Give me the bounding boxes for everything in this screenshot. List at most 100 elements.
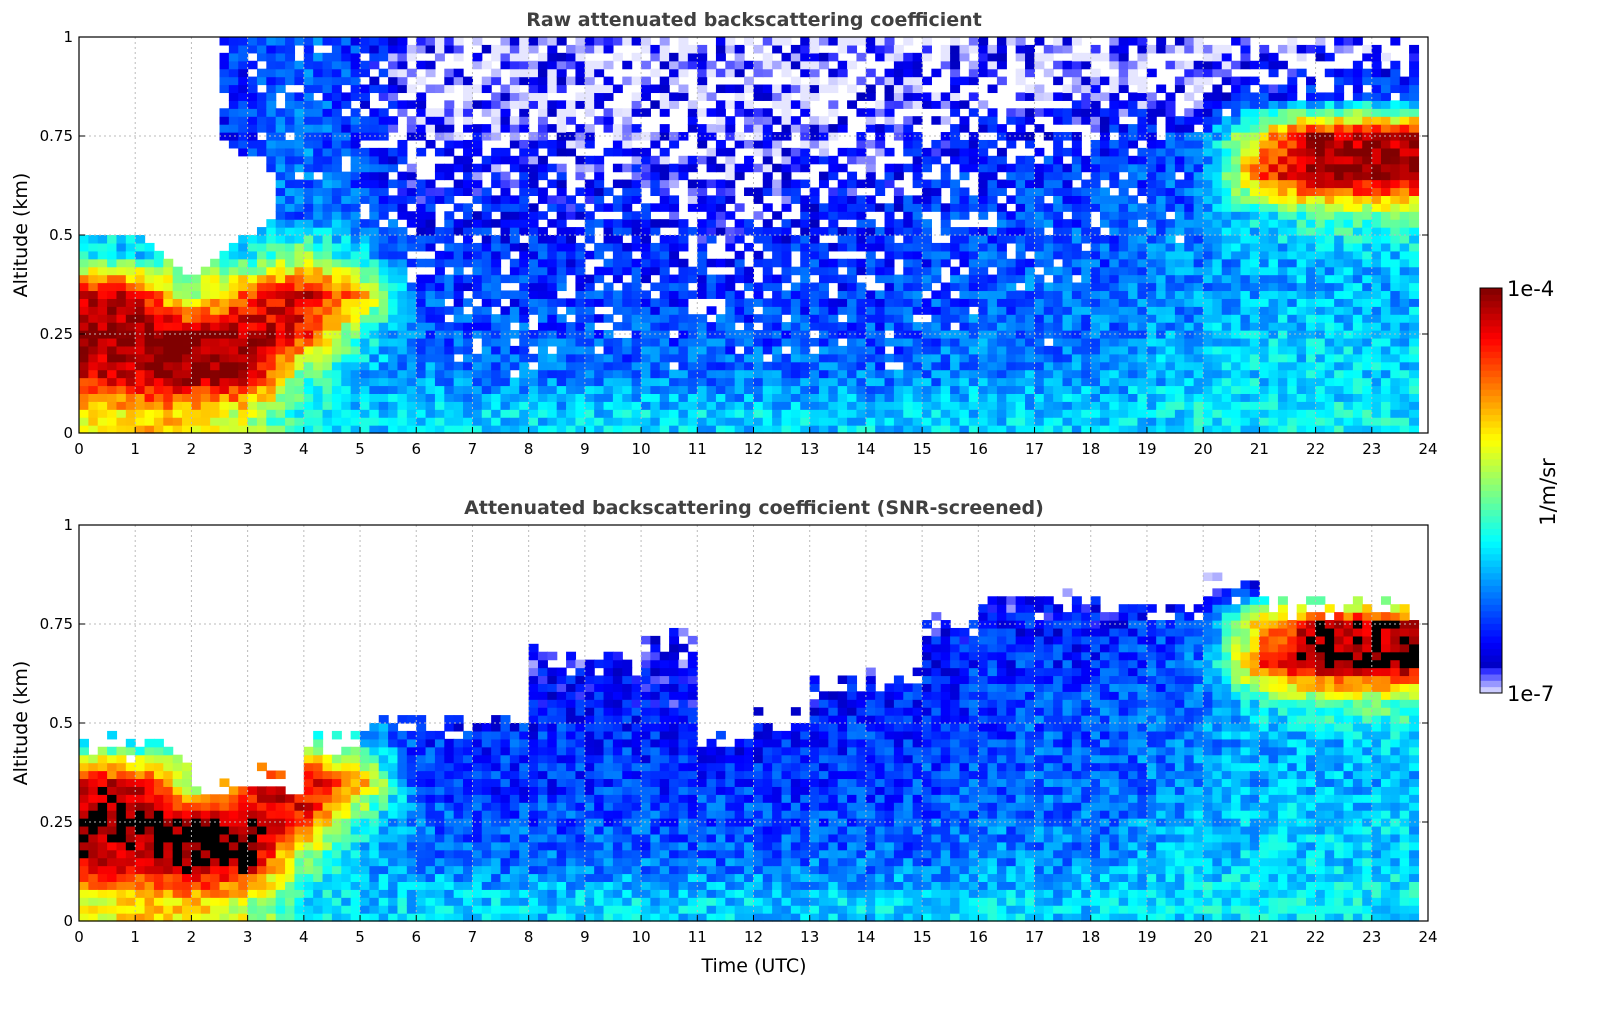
heatmap-cell xyxy=(1165,108,1176,117)
heatmap-cell xyxy=(659,37,670,46)
heatmap-cell xyxy=(369,52,380,62)
heatmap-cell xyxy=(285,274,296,284)
heatmap-cell xyxy=(463,84,474,94)
heatmap-cell xyxy=(228,108,239,117)
heatmap-cell xyxy=(1221,179,1232,189)
heatmap-cell xyxy=(360,250,370,260)
heatmap-cell xyxy=(537,369,548,379)
heatmap-cell xyxy=(940,227,951,236)
heatmap-cell xyxy=(1203,258,1213,268)
heatmap-cell xyxy=(556,203,567,212)
heatmap-cell xyxy=(331,171,342,181)
heatmap-cell xyxy=(1240,345,1251,355)
heatmap-cell xyxy=(463,330,474,339)
heatmap-cell xyxy=(1156,353,1167,363)
heatmap-cell xyxy=(875,306,886,315)
heatmap-cell xyxy=(79,306,89,315)
heatmap-cell xyxy=(809,52,820,62)
heatmap-cell xyxy=(228,44,239,54)
heatmap-cell xyxy=(762,147,773,157)
heatmap-cell xyxy=(781,100,792,109)
heatmap-cell xyxy=(772,179,783,189)
heatmap-cell xyxy=(481,227,492,236)
heatmap-cell xyxy=(556,139,567,149)
heatmap-cell xyxy=(978,298,989,307)
heatmap-cell xyxy=(1099,425,1110,434)
heatmap-cell xyxy=(706,409,717,418)
heatmap-cell xyxy=(1109,163,1120,173)
heatmap-cell xyxy=(500,353,511,363)
heatmap-cell xyxy=(341,361,352,371)
heatmap-cell xyxy=(1221,314,1232,323)
heatmap-cell xyxy=(903,345,914,355)
heatmap-cell xyxy=(650,337,661,347)
heatmap-cell xyxy=(350,353,361,363)
heatmap-cell xyxy=(940,298,951,307)
heatmap-cell xyxy=(1259,298,1270,307)
heatmap-cell xyxy=(378,84,389,94)
heatmap-cell xyxy=(940,44,951,54)
heatmap-cell xyxy=(1043,377,1054,387)
heatmap-cell xyxy=(1128,337,1139,347)
heatmap-cell xyxy=(772,298,783,307)
heatmap-cell xyxy=(996,147,1007,157)
heatmap-cell xyxy=(406,282,417,292)
heatmap-cell xyxy=(800,306,811,315)
heatmap-cell xyxy=(491,385,502,394)
heatmap-cell xyxy=(491,322,502,331)
heatmap-cell xyxy=(294,314,305,323)
heatmap-cell xyxy=(238,385,249,394)
heatmap-cell xyxy=(650,361,661,371)
heatmap-cell xyxy=(912,195,923,204)
heatmap-cell xyxy=(996,203,1007,212)
heatmap-cell xyxy=(1146,337,1157,347)
heatmap-cell xyxy=(809,369,820,379)
heatmap-cell xyxy=(547,330,558,339)
heatmap-cell xyxy=(987,187,998,196)
heatmap-cell xyxy=(725,179,736,189)
heatmap-cell xyxy=(313,290,324,299)
heatmap-cell xyxy=(444,235,455,244)
heatmap-cell xyxy=(360,219,370,228)
heatmap-cell xyxy=(1212,417,1223,426)
heatmap-cell xyxy=(275,211,286,220)
heatmap-cell xyxy=(256,337,267,347)
heatmap-cell xyxy=(856,108,867,117)
heatmap-cell xyxy=(425,282,436,292)
heatmap-cell xyxy=(266,314,277,323)
heatmap-cell xyxy=(519,116,530,125)
heatmap-cell xyxy=(1071,361,1082,371)
heatmap-cell xyxy=(1212,282,1223,292)
heatmap-cell xyxy=(79,274,89,284)
heatmap-cell xyxy=(706,92,717,101)
heatmap-cell xyxy=(865,361,876,371)
heatmap-cell xyxy=(1062,337,1073,347)
heatmap-cell xyxy=(631,282,642,292)
heatmap-cell xyxy=(1184,116,1195,125)
heatmap-cell xyxy=(509,92,520,101)
heatmap-cell xyxy=(519,337,530,347)
heatmap-cell xyxy=(1118,219,1129,228)
heatmap-cell xyxy=(1043,203,1054,212)
heatmap-cell xyxy=(163,266,174,276)
heatmap-cell xyxy=(828,68,839,78)
heatmap-cell xyxy=(322,219,333,228)
heatmap-cell xyxy=(800,290,811,299)
heatmap-cell xyxy=(875,369,886,379)
heatmap-cell xyxy=(631,425,642,434)
heatmap-cell xyxy=(1137,235,1148,244)
heatmap-cell xyxy=(1231,235,1242,244)
heatmap-cell xyxy=(360,377,370,387)
heatmap-cell xyxy=(1174,187,1185,196)
heatmap-cell xyxy=(847,155,858,165)
heatmap-cell xyxy=(360,409,370,418)
heatmap-cell xyxy=(238,266,249,276)
heatmap-cell xyxy=(247,425,258,434)
heatmap-cell xyxy=(865,44,876,54)
heatmap-cell xyxy=(978,242,989,252)
heatmap-cell xyxy=(406,195,417,204)
heatmap-cell xyxy=(481,290,492,299)
heatmap-cell xyxy=(800,100,811,109)
heatmap-cell xyxy=(1025,92,1036,101)
heatmap-cell xyxy=(1071,100,1082,109)
